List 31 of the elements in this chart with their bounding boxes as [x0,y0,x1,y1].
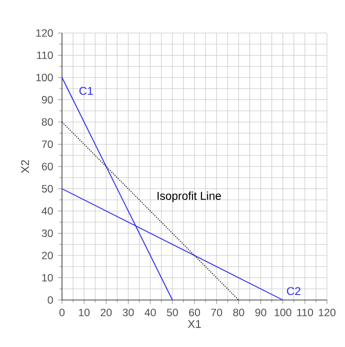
y-tick-label: 40 [42,207,53,215]
y-tick-label: 90 [42,96,53,104]
x-tick-label: 30 [122,308,134,316]
x-tick-label: 90 [255,308,266,316]
y-axis-title: X2 [21,160,30,174]
y-tick-label: 100 [36,74,53,82]
y-tick-label: 0 [48,296,53,304]
x-tick-label: 40 [144,308,156,316]
y-tick-label: 70 [42,140,53,148]
x-tick-label: 120 [318,308,336,316]
y-tick-label: 110 [37,51,53,60]
y-tick-label: 30 [42,229,53,238]
y-tick-label: 20 [42,252,53,260]
x-axis-title: X1 [188,320,201,328]
x-tick-label: 0 [59,308,65,316]
x-tick-label: 60 [189,308,200,316]
y-tick-label: 10 [42,274,53,282]
y-tick-label: 50 [42,184,53,193]
x-tick-label: 10 [78,308,90,316]
series-label: Isoprofit Line [158,192,221,202]
y-tick-label: 120 [36,29,53,37]
x-tick-label: 50 [166,308,178,316]
y-tick-label: 80 [42,118,53,126]
x-tick-label: 110 [297,308,313,316]
x-tick-label: 20 [100,308,112,316]
series-label: C2 [286,287,300,296]
x-tick-label: 70 [211,308,222,316]
x-tick-label: 80 [233,308,244,316]
y-tick-label: 60 [42,162,53,170]
series-label: C1 [79,86,93,95]
x-tick-label: 100 [274,308,292,316]
